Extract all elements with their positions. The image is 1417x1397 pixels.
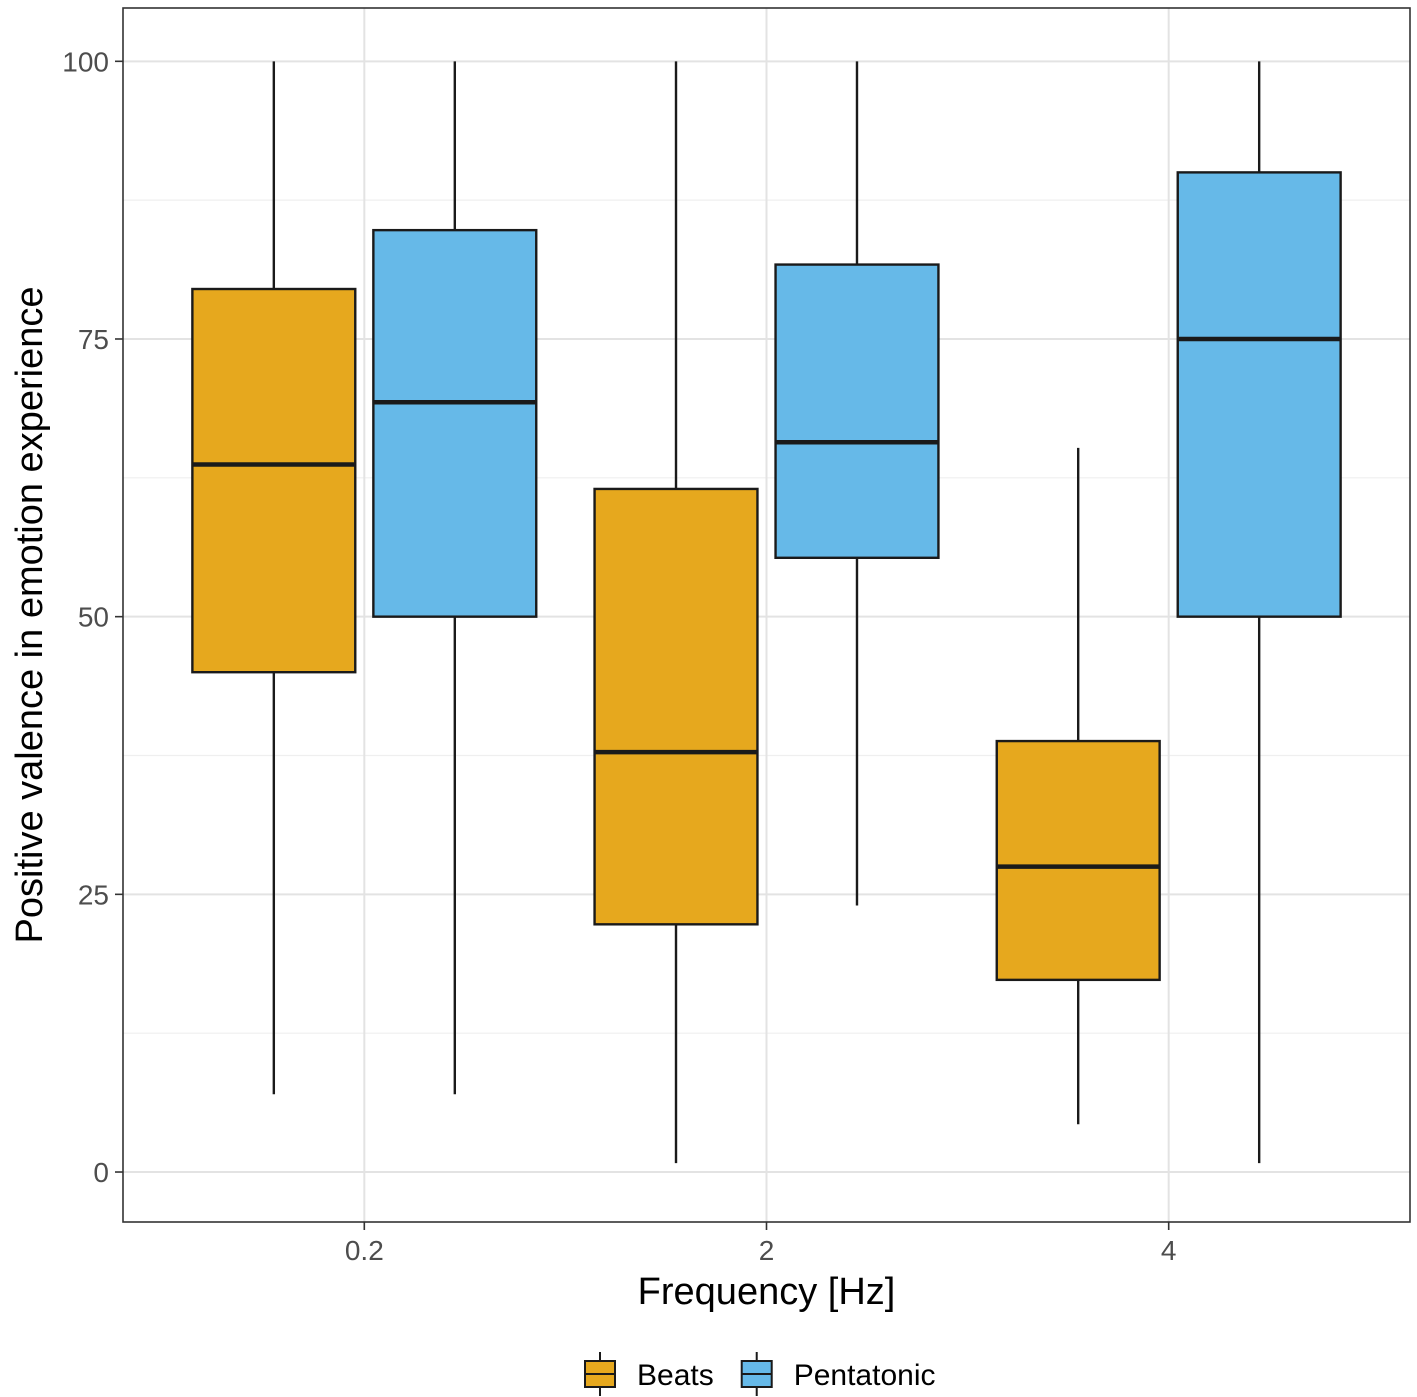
axes: 0 25 50 75 100 0.2 2 4: [62, 46, 1176, 1266]
legend-label: Pentatonic: [794, 1359, 936, 1392]
box-pentatonic-4: [1176, 61, 1342, 1164]
box-body: [1176, 171, 1342, 618]
y-axis-title: Positive valence in emotion experience: [9, 287, 51, 944]
box-series: [191, 61, 1342, 1164]
legend-item-pentatonic: Pentatonic: [740, 1352, 936, 1396]
x-axis-title: Frequency [Hz]: [638, 1271, 896, 1313]
box-body: [774, 263, 940, 559]
box-body: [593, 487, 759, 926]
y-tick-label: 0: [93, 1157, 109, 1188]
box-pentatonic-0.2: [372, 61, 538, 1095]
y-tick-label: 25: [78, 879, 109, 910]
box-pentatonic-2: [774, 61, 940, 906]
y-tick-label: 75: [78, 324, 109, 355]
legend-label: Beats: [637, 1359, 714, 1392]
x-tick-label: 4: [1161, 1235, 1177, 1266]
x-tick-label: 2: [759, 1235, 775, 1266]
box-body: [995, 739, 1161, 982]
y-tick-label: 100: [62, 46, 109, 77]
box-beats-0.2: [191, 61, 357, 1095]
box-beats-2: [593, 61, 759, 1164]
legend-item-beats: Beats: [584, 1352, 714, 1396]
box-body: [191, 287, 357, 674]
legend: Beats Pentatonic: [584, 1352, 936, 1396]
y-tick-label: 50: [78, 602, 109, 633]
box-beats-4: [995, 447, 1161, 1125]
box-body: [372, 228, 538, 618]
x-tick-label: 0.2: [345, 1235, 384, 1266]
